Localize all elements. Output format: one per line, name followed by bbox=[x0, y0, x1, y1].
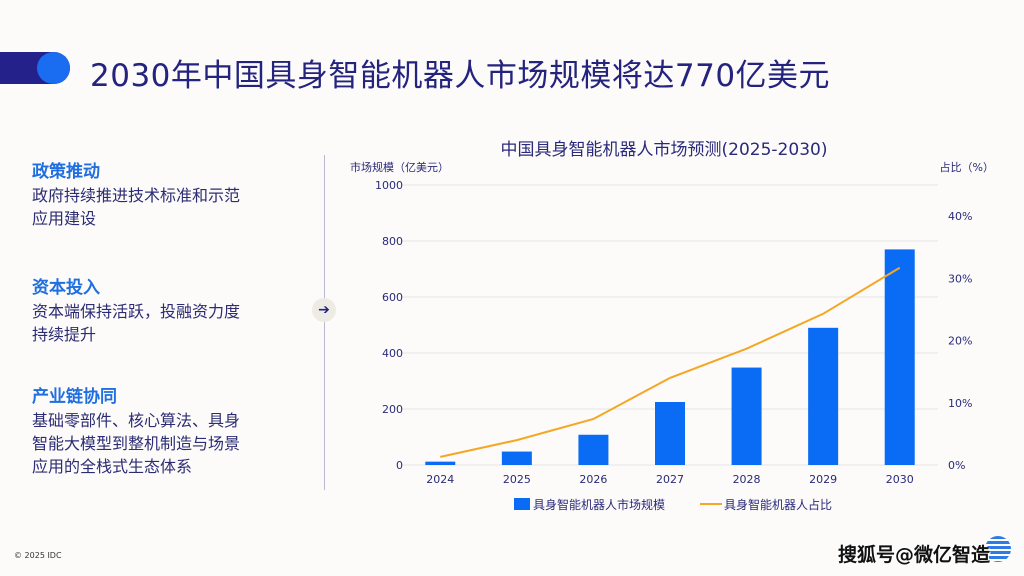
bar-2029 bbox=[808, 327, 839, 465]
legend-line-label: 具身智能机器人占比 bbox=[724, 497, 832, 512]
arrow-right-icon: ➔ bbox=[312, 298, 336, 322]
bar-2026 bbox=[578, 434, 609, 465]
bar-2030 bbox=[884, 249, 915, 465]
section-text: 应用建设 bbox=[32, 209, 97, 228]
y2-tick-label: 10% bbox=[948, 397, 972, 410]
y-tick-label: 200 bbox=[382, 403, 403, 416]
section-text: 持续提升 bbox=[32, 325, 97, 344]
x-tick-label: 2030 bbox=[886, 473, 914, 486]
x-tick-label: 2024 bbox=[426, 473, 454, 486]
section-policy: 政策推动 政府持续推进技术标准和示范 应用建设 bbox=[32, 160, 302, 230]
bar-2027 bbox=[655, 402, 685, 465]
watermark-logo bbox=[985, 536, 1011, 562]
y-tick-label: 0 bbox=[396, 459, 403, 472]
section-text: 资本端保持活跃，投融资力度 bbox=[32, 302, 241, 321]
section-heading: 产业链协同 bbox=[32, 387, 117, 407]
copyright: © 2025 IDC bbox=[14, 551, 62, 560]
section-text: 政府持续推进技术标准和示范 bbox=[32, 186, 241, 205]
section-heading: 政策推动 bbox=[32, 162, 100, 182]
page-title: 2030年中国具身智能机器人市场规模将达770亿美元 bbox=[90, 58, 831, 94]
x-tick-label: 2025 bbox=[503, 473, 531, 486]
y2-tick-label: 30% bbox=[948, 272, 972, 285]
bar-2028 bbox=[731, 367, 762, 465]
x-tick-label: 2029 bbox=[809, 473, 837, 486]
section-heading: 资本投入 bbox=[32, 278, 100, 298]
x-tick-label: 2028 bbox=[733, 473, 761, 486]
y2-axis-label: 占比（%） bbox=[940, 160, 994, 174]
y-tick-label: 400 bbox=[382, 347, 403, 360]
title-accent-dot bbox=[37, 52, 70, 84]
x-tick-label: 2027 bbox=[656, 473, 684, 486]
legend-bar-label: 具身智能机器人市场规模 bbox=[533, 497, 665, 512]
bar-2025 bbox=[501, 451, 532, 465]
section-text: 基础零部件、核心算法、具身 bbox=[32, 411, 241, 430]
watermark: 搜狐号@微亿智造 bbox=[838, 544, 991, 566]
y2-tick-label: 20% bbox=[948, 335, 972, 348]
section-capital: 资本投入 资本端保持活跃，投融资力度 持续提升 bbox=[32, 276, 302, 346]
chart-title: 中国具身智能机器人市场预测(2025-2030) bbox=[501, 140, 828, 160]
y-tick-label: 1000 bbox=[375, 179, 403, 192]
y2-tick-label: 40% bbox=[948, 210, 972, 223]
y-axis-label: 市场规模（亿美元） bbox=[350, 160, 449, 174]
section-text: 智能大模型到整机制造与场景 bbox=[32, 434, 241, 453]
y-tick-label: 800 bbox=[382, 235, 403, 248]
bar-2024 bbox=[425, 461, 456, 465]
divider bbox=[324, 155, 325, 490]
legend-bar-swatch bbox=[514, 498, 530, 510]
section-industry-chain: 产业链协同 基础零部件、核心算法、具身 智能大模型到整机制造与场景 应用的全栈式… bbox=[32, 385, 302, 478]
x-tick-label: 2026 bbox=[579, 473, 607, 486]
y2-tick-label: 0% bbox=[948, 459, 965, 472]
section-text: 应用的全栈式生态体系 bbox=[32, 457, 193, 476]
y-tick-label: 600 bbox=[382, 291, 403, 304]
